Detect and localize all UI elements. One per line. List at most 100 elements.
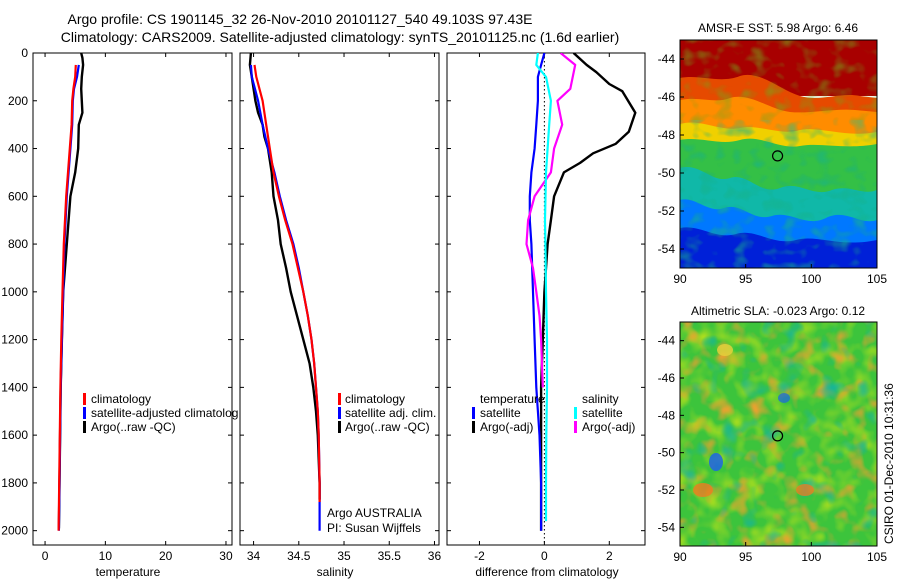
series-line-argo-raw-qc [248,53,321,500]
sst-float-marker [771,150,784,162]
map-x-tick-label: 90 [673,272,687,286]
legend-swatch-sat-adj [83,407,86,419]
legend-swatch-argo [83,421,86,433]
x-tick-label: 2 [606,549,613,563]
series-line-climatology [253,64,321,502]
y-tick-label: 600 [8,189,28,203]
x-tick-label: 34 [247,549,261,563]
map-y-tick-label: -46 [658,90,676,104]
legend-label-sat-adj: satellite adj. clim. [345,406,436,420]
salinity-legend: climatology satellite adj. clim. Argo(..… [338,392,436,434]
map-y-tick-label: -48 [658,128,676,142]
map-x-tick-label: 95 [739,272,753,286]
map-y-tick-label: -44 [658,334,676,348]
map-y-tick-label: -50 [658,166,676,180]
map-y-tick-label: -46 [658,371,676,385]
sst-texture-warm [680,40,877,130]
sst-map [680,40,877,268]
sla-map-title: Altimetric SLA: -0.023 Argo: 0.12 [691,304,865,318]
x-tick-label: 30 [219,549,233,563]
temperature-ticks: 0 10 20 30 0 200 400 600 800 1000 1200 1400 1600 1800… [1,46,233,563]
legend-swatch-climatology [338,393,341,405]
legend-label-argo: Argo(..raw -QC) [91,420,176,434]
map-y-tick-label: -54 [658,520,676,534]
legend-swatch-climatology [83,393,86,405]
x-tick-label: -2 [474,549,485,563]
map-y-tick-label: -48 [658,408,676,422]
legend-swatch-argo [338,421,341,433]
sla-eddy-blue [709,453,723,471]
legend-label-temp-satellite: satellite [480,406,521,420]
x-tick-label: 20 [159,549,173,563]
map-x-tick-label: 105 [867,272,887,286]
x-tick-label: 35.5 [378,549,402,563]
salinity-series [248,53,321,531]
map-y-tick-label: -54 [658,242,676,256]
map-y-tick-label: -52 [658,204,676,218]
series-line-salinity-satellite [535,53,552,522]
x-tick-label: 0 [42,549,49,563]
sst-map-frame [679,39,878,269]
difference-legend: temperature satellite Argo(-adj) salinit… [472,392,635,434]
y-tick-label: 1600 [1,428,28,442]
series-line-temperature-argo-adj [539,53,637,531]
sst-map-title: AMSR-E SST: 5.98 Argo: 6.46 [698,21,858,35]
salinity-xlabel: salinity [317,565,354,579]
sla-eddy-orange [796,484,814,496]
x-tick-label: 10 [99,549,113,563]
y-tick-label: 1200 [1,333,28,347]
sla-float-marker [771,430,784,442]
legend-label-argo: Argo(..raw -QC) [345,420,430,434]
legend-label-sal-satellite: satellite [582,406,623,420]
x-tick-label: 36 [428,549,442,563]
difference-xlabel: difference from climatology [475,565,618,579]
float-annotation-pi: PI: Susan Wijffels [327,521,421,535]
figure-title-line2: Climatology: CARS2009. Satellite-adjuste… [61,29,619,45]
y-tick-label: 200 [8,94,28,108]
map-y-tick-label: -52 [658,483,676,497]
legend-swatch-temp-argo [472,421,475,433]
legend-label-climatology: climatology [345,392,405,406]
temperature-xlabel: temperature [96,565,161,579]
map-y-tick-label: -50 [658,446,676,460]
map-x-tick-label: 95 [739,550,753,564]
legend-swatch-sal-satellite [574,407,577,419]
legend-label-sat-adj: satellite-adjusted climatolog [91,406,238,420]
sla-map-ticks: 90 95 100 105 -44 -46 -48 -50 -52 -54 [658,334,888,564]
y-tick-label: 800 [8,237,28,251]
float-annotation-program: Argo AUSTRALIA [327,506,422,520]
temperature-axes [32,52,233,546]
map-x-tick-label: 100 [801,550,821,564]
legend-swatch-temp-satellite [472,407,475,419]
map-x-tick-label: 90 [673,550,687,564]
figure-title-line1: Argo profile: CS 1901145_32 26-Nov-2010 … [68,11,533,27]
sla-texture-teal [680,322,877,546]
difference-series [525,53,637,531]
sla-map [680,322,877,546]
legend-heading-temperature: temperature [480,392,545,406]
temperature-legend: climatology satellite-adjusted climatolo… [83,392,238,434]
y-tick-label: 400 [8,142,28,156]
difference-ticks: -2 0 2 [447,52,645,563]
legend-label-climatology: climatology [91,392,151,406]
sla-eddy-orange [693,483,713,497]
salinity-ticks: 34 34.5 35 35.5 36 [240,52,442,563]
sst-texture-cyan [680,120,877,268]
sla-eddy-yellow [717,344,733,356]
y-tick-label: 1400 [1,380,28,394]
series-line-temperature-satellite [528,53,546,531]
y-tick-label: 1000 [1,285,28,299]
series-line-salinity-argo-adj [525,53,577,388]
legend-swatch-sat-adj [338,407,341,419]
y-tick-label: 1800 [1,476,28,490]
series-line-climatology [57,64,77,531]
x-tick-label: 0 [541,549,548,563]
y-tick-label: 2000 [1,524,28,538]
salinity-axes [239,52,440,546]
legend-label-sal-argo: Argo(-adj) [582,420,635,434]
x-tick-label: 35 [337,549,351,563]
x-tick-label: 34.5 [287,549,311,563]
legend-label-temp-argo: Argo(-adj) [480,420,533,434]
timestamp-watermark: CSIRO 01-Dec-2010 10:31:36 [882,383,896,544]
map-x-tick-label: 100 [801,272,821,286]
